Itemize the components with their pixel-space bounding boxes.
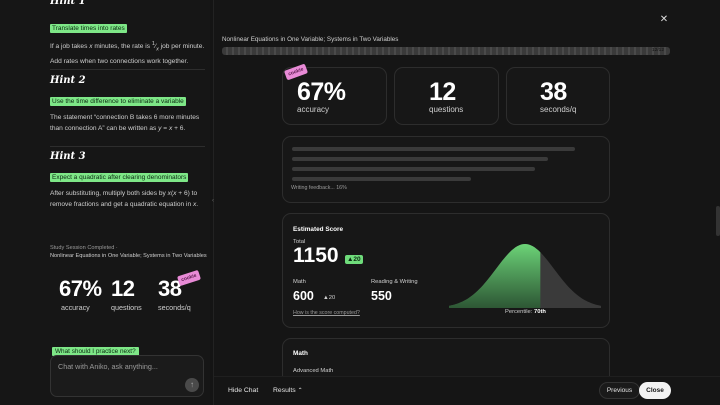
estimated-score-card: Estimated Score Total 1150 ▲20 Math 600 … <box>282 213 610 328</box>
questions-value: 12 <box>429 78 456 106</box>
chat-input-box[interactable]: ↑ <box>50 355 204 397</box>
hint-3-text: After substituting, multiply both sides … <box>50 190 199 208</box>
hint-1-title: Hint 1 <box>50 0 205 4</box>
score-computed-link[interactable]: How is the score computed? <box>293 310 360 316</box>
hint-3-title: Hint 3 <box>50 151 86 162</box>
collapse-handle-icon[interactable]: ‹ <box>212 198 214 204</box>
seconds-label: seconds/q <box>158 303 191 312</box>
seconds-card: 38 seconds/q <box>506 67 610 125</box>
total-score: 1150 <box>293 244 339 267</box>
results-panel: ✕ Nonlinear Equations in One Variable; S… <box>214 0 720 405</box>
percentile-readout: Percentile: 70th <box>505 309 546 315</box>
hint-2-text: The statement “connection B takes 6 more… <box>50 114 200 132</box>
bell-curve-percentile <box>449 244 541 308</box>
questions-card: 12 questions <box>394 67 499 125</box>
hint-2-title: Hint 2 <box>50 75 86 86</box>
session-seconds: 38 seconds/q <box>158 276 191 312</box>
hint-1: Hint 1 <box>50 0 205 4</box>
previous-button[interactable]: Previous <box>599 382 640 399</box>
hint-2: Hint 2 Use the time difference to elimin… <box>50 75 205 134</box>
bottom-toolbar: Hide Chat Results ⌃ Previous Close <box>214 376 720 405</box>
close-icon[interactable]: ✕ <box>659 14 669 25</box>
math-label: Math <box>293 279 306 285</box>
reading-writing-label: Reading & Writing <box>371 279 418 285</box>
chat-panel: Hint 1 Translate times into rates If a j… <box>0 0 210 405</box>
panel-divider <box>213 0 214 405</box>
questions-label: questions <box>429 105 464 114</box>
accuracy-label: accuracy <box>61 303 90 312</box>
reading-writing-score: 550 <box>371 289 392 303</box>
results-dropdown[interactable]: Results ⌃ <box>273 387 303 394</box>
session-questions: 12 questions <box>111 276 142 312</box>
skeleton-line <box>292 157 548 161</box>
session-label: Study Session Completed <box>50 245 115 251</box>
percentile-distribution-chart <box>449 244 601 308</box>
close-button[interactable]: Close <box>639 382 671 399</box>
divider <box>50 69 205 70</box>
hint-2-highlight: Use the time difference to eliminate a v… <box>50 97 186 106</box>
questions-label: questions <box>111 303 142 312</box>
seconds-value: 38 <box>158 276 182 301</box>
hint-3: Hint 3 Expect a quadratic after clearing… <box>50 151 205 210</box>
skeleton-line <box>292 167 535 171</box>
suggested-question[interactable]: What should I practice next? <box>52 340 139 358</box>
math-section-title: Math <box>293 350 308 357</box>
seconds-label: seconds/q <box>540 105 577 114</box>
feedback-card: Writing feedback... 16% <box>282 136 610 203</box>
percentile-label: Percentile: <box>505 309 533 315</box>
progress-bar <box>222 47 670 55</box>
hint-1-content: Translate times into rates If a job take… <box>50 17 205 67</box>
hide-chat-button[interactable]: Hide Chat <box>228 387 259 394</box>
chevron-up-icon: ⌃ <box>297 388 303 394</box>
divider <box>50 146 205 147</box>
skeleton-line <box>292 177 471 181</box>
accuracy-card: 67% accuracy <box>282 67 387 125</box>
math-score: 600 <box>293 289 314 303</box>
hint-1-text: If a job takes x minutes, the rate is 1⁄… <box>50 41 205 65</box>
math-subsection: Advanced Math <box>293 368 334 374</box>
progress-count: 12/12 <box>652 48 665 53</box>
seconds-value: 38 <box>540 78 567 106</box>
results-title: Nonlinear Equations in One Variable; Sys… <box>222 36 399 43</box>
estimated-score-title: Estimated Score <box>293 226 344 233</box>
accuracy-value: 67% <box>297 78 346 106</box>
total-label: Total <box>293 239 306 245</box>
hint-3-highlight: Expect a quadratic after clearing denomi… <box>50 173 189 182</box>
suggested-question-label[interactable]: What should I practice next? <box>52 347 139 356</box>
total-delta-badge: ▲20 <box>345 255 363 264</box>
send-arrow-icon[interactable]: ↑ <box>185 378 199 392</box>
math-delta: ▲20 <box>323 295 336 301</box>
accuracy-value: 67% <box>59 276 102 301</box>
skeleton-line <box>292 147 575 151</box>
session-accuracy: 67% accuracy <box>59 276 102 312</box>
session-topic: Nonlinear Equations in One Variable; Sys… <box>50 253 207 259</box>
feedback-status: Writing feedback... 16% <box>291 185 347 191</box>
session-header: Study Session Completed · Nonlinear Equa… <box>50 244 210 260</box>
chat-input[interactable] <box>58 362 178 371</box>
results-label: Results <box>273 387 296 394</box>
side-edge-tab[interactable] <box>716 206 720 236</box>
hint-1-highlight: Translate times into rates <box>50 24 127 33</box>
questions-value: 12 <box>111 276 135 301</box>
percentile-value: 70th <box>534 309 546 315</box>
accuracy-label: accuracy <box>297 105 330 114</box>
